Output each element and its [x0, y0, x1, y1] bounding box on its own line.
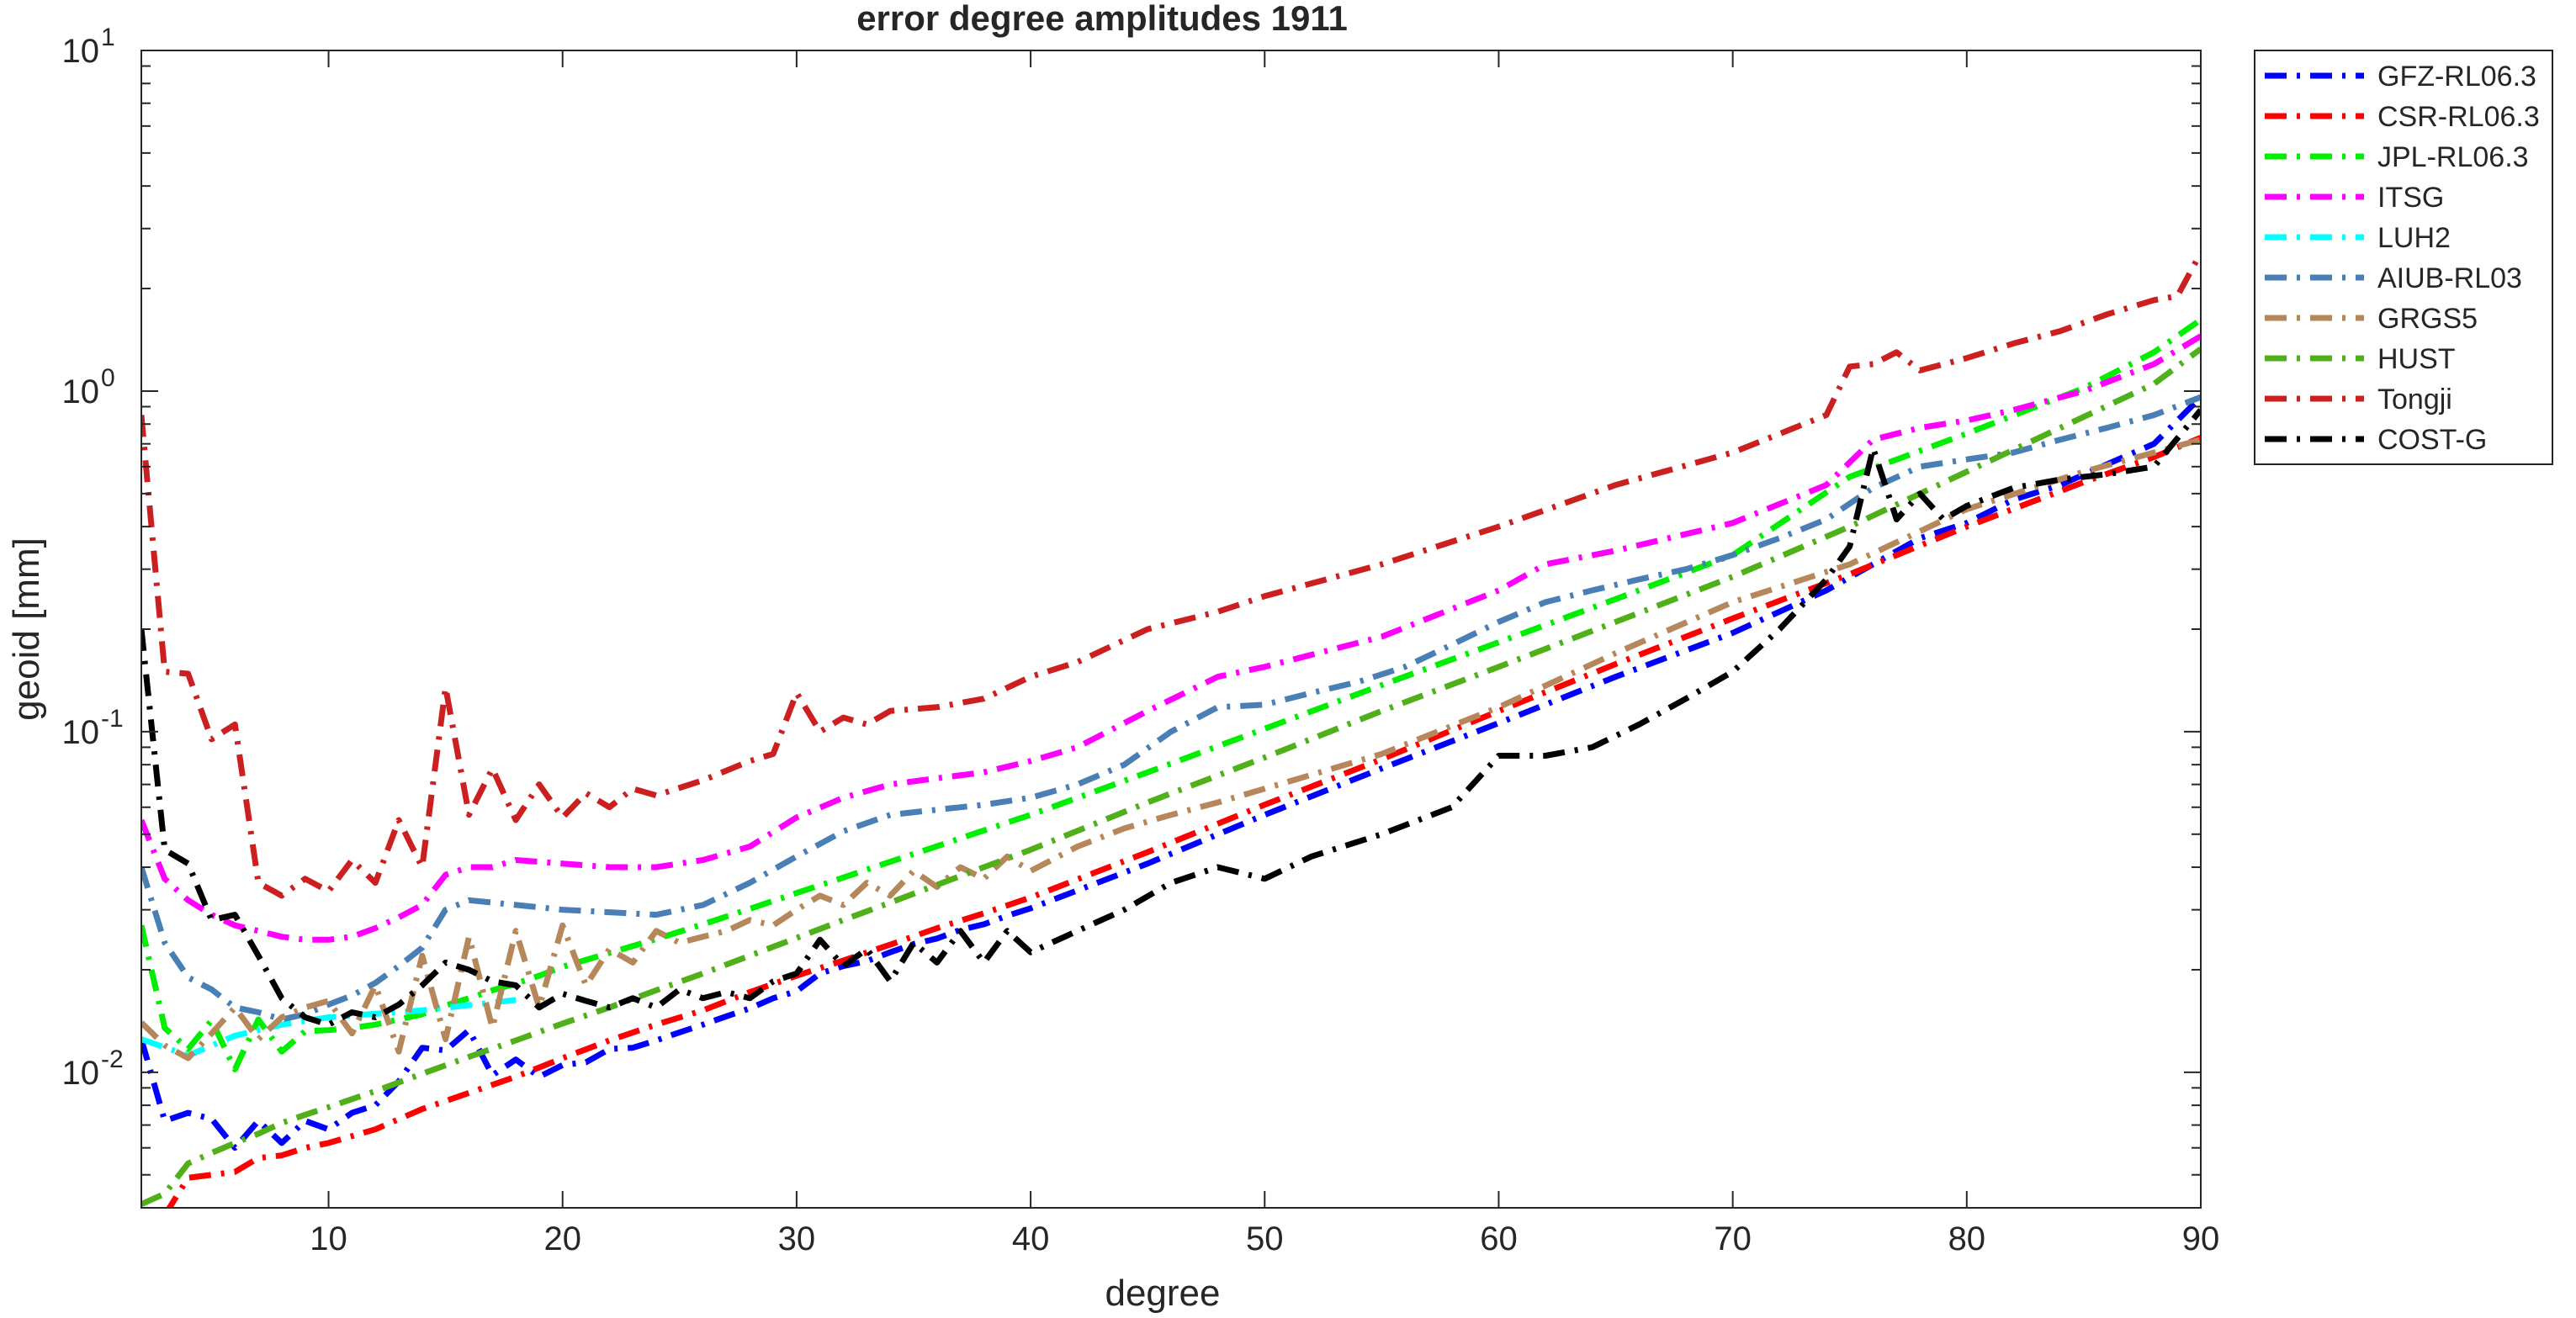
x-tick-label: 50	[1246, 1220, 1284, 1257]
series-line	[166, 435, 2201, 1208]
y-tick-exponent: -2	[101, 1045, 124, 1073]
axes-layer	[140, 50, 2202, 1209]
legend-label: Tongji	[2377, 384, 2452, 416]
legend-label: GRGS5	[2377, 303, 2478, 335]
legend-label: AIUB-RL03	[2377, 262, 2522, 294]
legend: GFZ-RL06.3 CSR-RL06.3 JPL-RL06.3 ITSG LUH2 AI…	[2254, 50, 2553, 465]
legend-label: LUH2	[2377, 222, 2451, 254]
y-tick-exponent: -1	[101, 705, 124, 733]
legend-label: GFZ-RL06.3	[2377, 61, 2536, 93]
legend-label: JPL-RL06.3	[2377, 141, 2529, 173]
series-line	[141, 394, 2201, 1023]
series-line	[141, 437, 2201, 1061]
series-line	[141, 408, 2201, 1028]
chart-title: error degree amplitudes 1911	[856, 0, 1348, 38]
y-tick-exponent: 0	[101, 364, 115, 392]
series-line	[141, 251, 2201, 899]
x-tick-label: 60	[1480, 1220, 1518, 1257]
legend-label: CSR-RL06.3	[2377, 101, 2540, 133]
legend-label: COST-G	[2377, 424, 2487, 456]
y-axis-label: geoid [mm]	[6, 537, 47, 721]
legend-label: ITSG	[2377, 182, 2444, 214]
y-tick-label: 10	[62, 373, 100, 410]
plot-area	[140, 50, 2202, 1209]
x-tick-label: 80	[1948, 1220, 1986, 1257]
legend-box	[2254, 50, 2553, 465]
x-tick-label: 10	[310, 1220, 347, 1257]
x-tick-label: 90	[2182, 1220, 2220, 1257]
x-tick-label: 20	[543, 1220, 581, 1257]
y-tick-label: 10	[62, 714, 100, 751]
y-tick-exponent: 1	[101, 24, 115, 51]
series-line	[141, 317, 2201, 1072]
series-line	[141, 346, 2201, 1207]
x-axis-label: degree	[1105, 1273, 1220, 1314]
x-tick-label: 70	[1714, 1220, 1752, 1257]
series-line	[141, 333, 2201, 943]
legend-label: HUST	[2377, 343, 2456, 375]
y-tick-label: 10	[62, 33, 100, 70]
x-tick-label: 30	[778, 1220, 816, 1257]
series-line	[141, 394, 2201, 1151]
y-tick-label: 10	[62, 1055, 100, 1092]
x-tick-label: 40	[1012, 1220, 1050, 1257]
series-layer	[141, 251, 2201, 1208]
